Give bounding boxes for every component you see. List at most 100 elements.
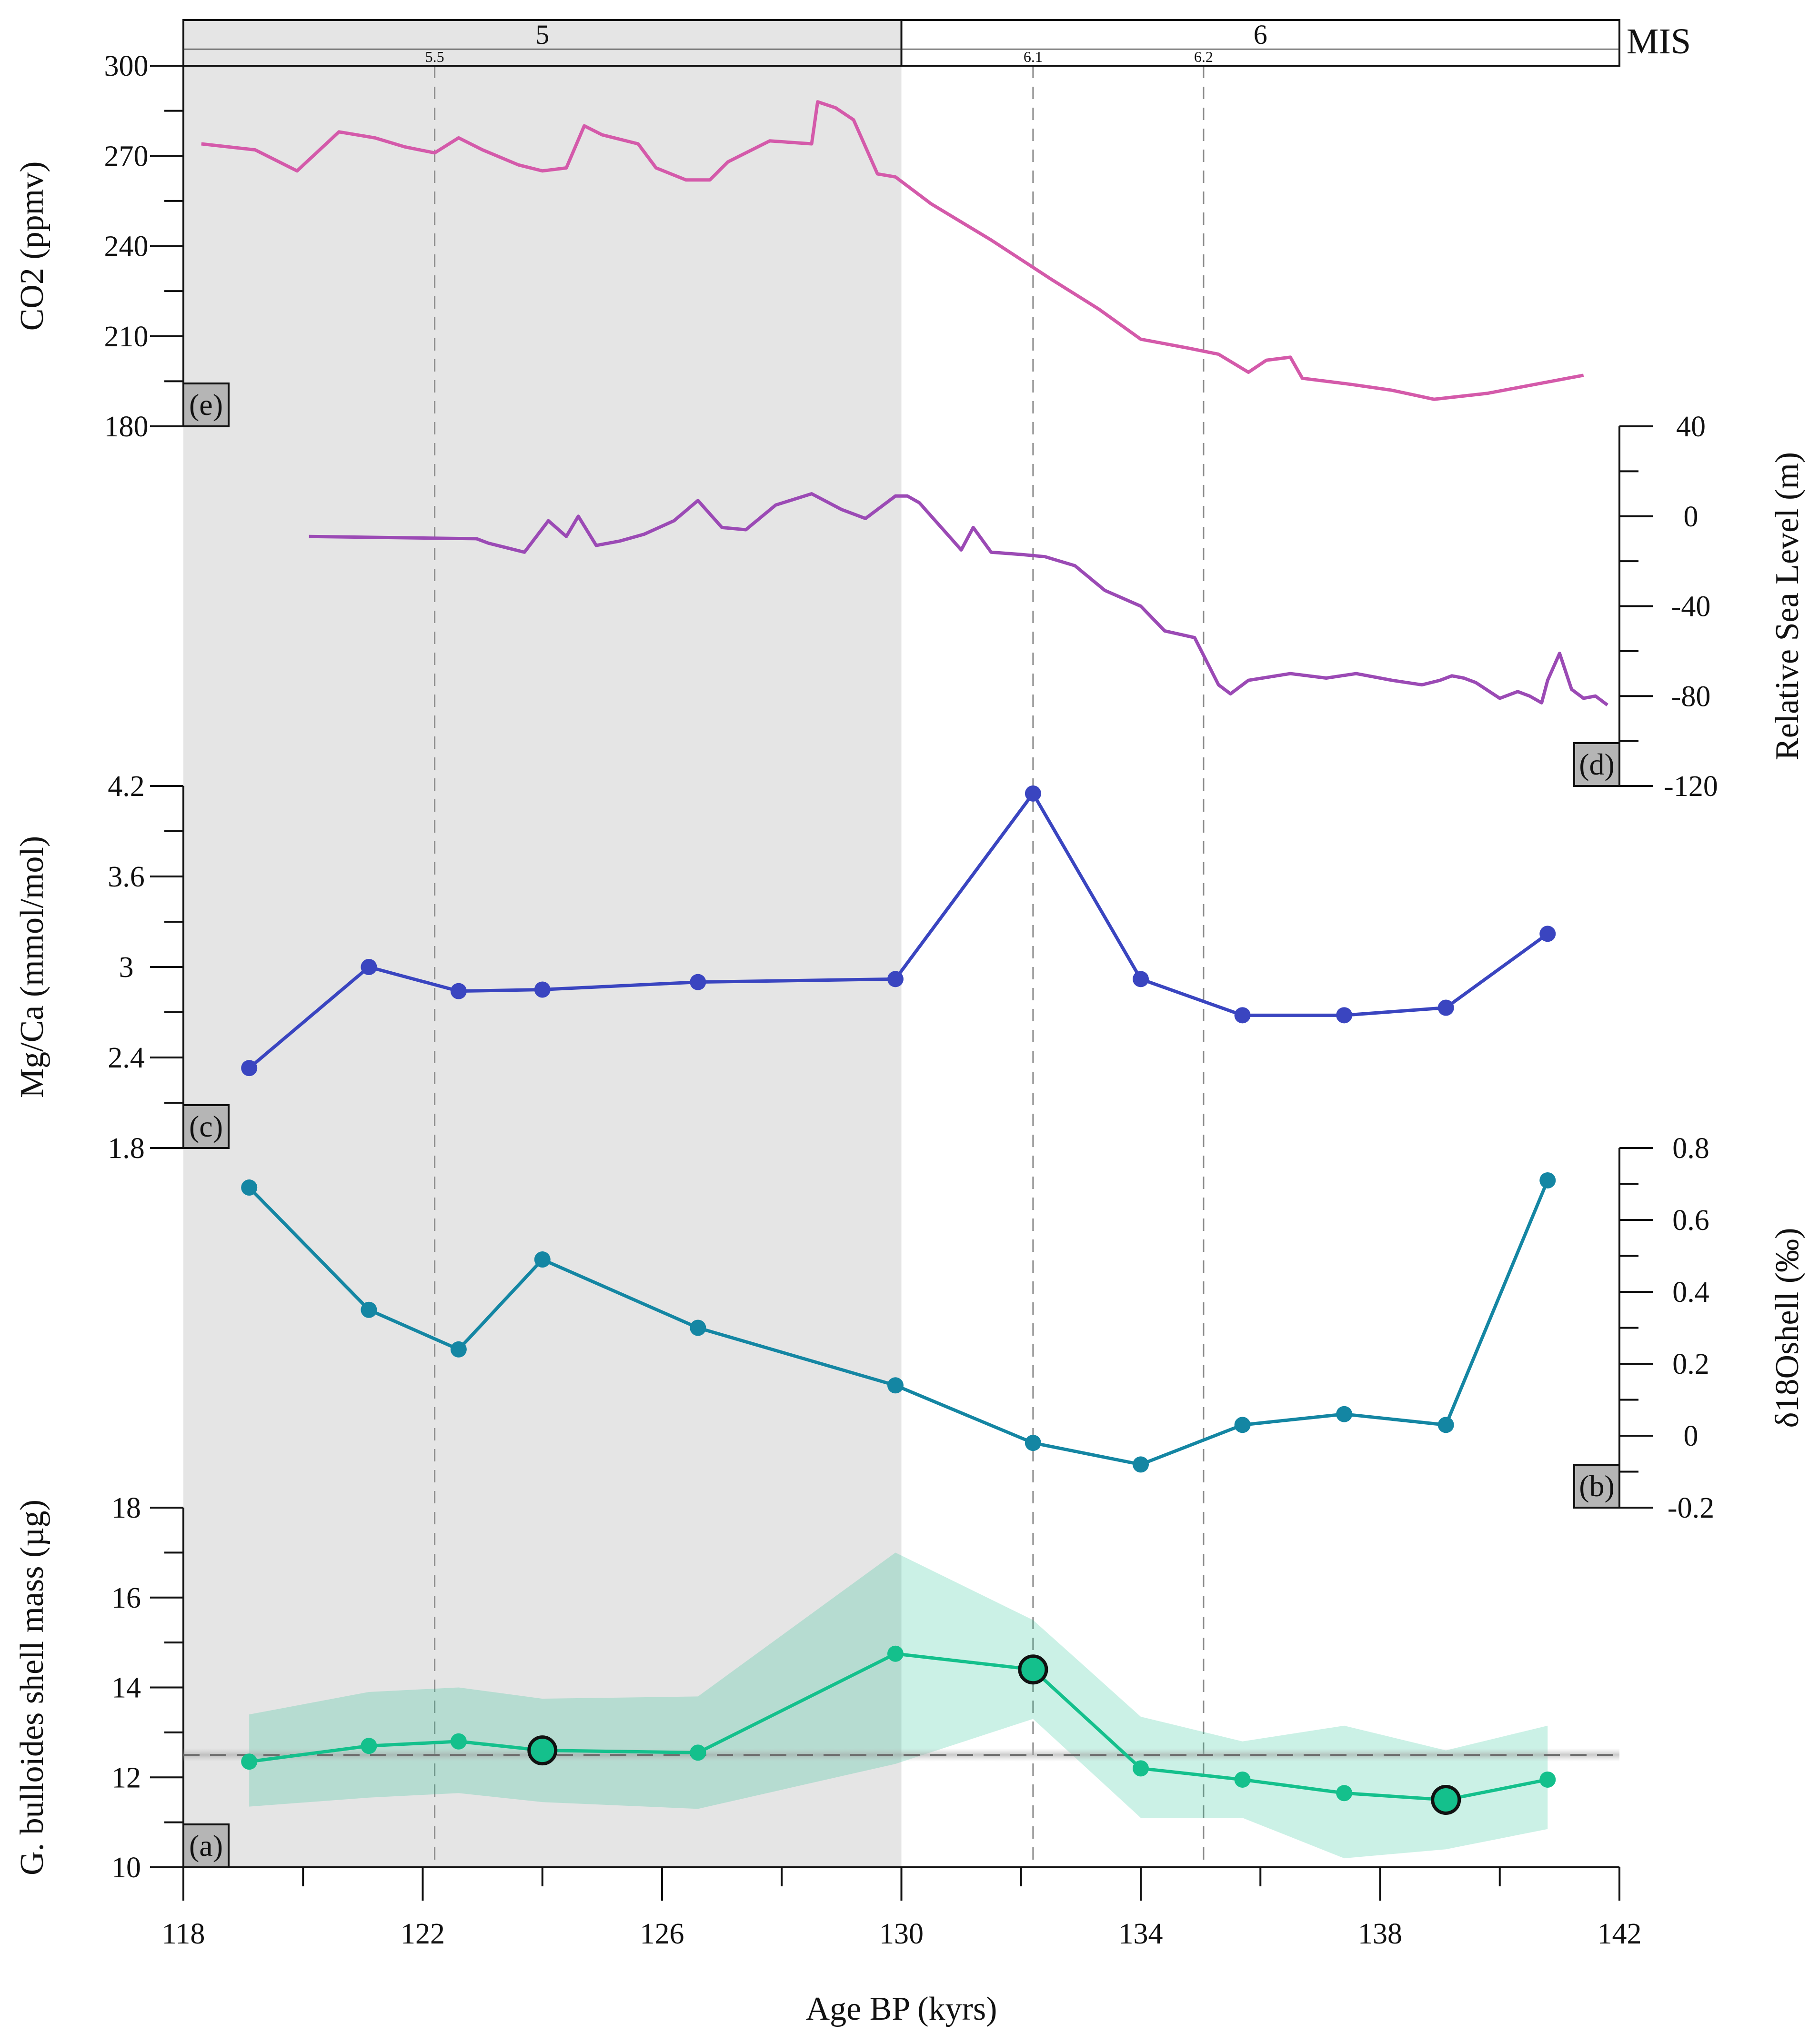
panel-c-tag-box	[182, 1104, 230, 1149]
panel-b: -0.2 0 0.2 0.4 0.6 0.8 δ18Oshell (‰) (b)	[241, 1132, 1806, 1524]
panel-a-y-title: G. bulloides shell mass (µg)	[14, 1500, 50, 1875]
panel-e: 180 210 240 270 300 CO2 (ppmv) (e)	[14, 50, 1584, 443]
panel-c-tick-label: 4.2	[108, 770, 145, 803]
panel-c-data-point	[1025, 785, 1041, 802]
panel-b-data-point	[1539, 1172, 1556, 1188]
x-tick-label: 118	[162, 1918, 205, 1950]
panel-b-tag: (b)	[1579, 1469, 1615, 1503]
panel-b-data-point	[1336, 1406, 1353, 1422]
x-tick-label: 138	[1358, 1918, 1402, 1950]
panel-b-tick-label: 0.4	[1672, 1276, 1709, 1309]
panel-a-tick-label: 10	[111, 1852, 141, 1884]
panel-c-tag: (c)	[189, 1109, 223, 1143]
panel-a-data-point	[887, 1645, 904, 1662]
mis-stage-box-6	[900, 19, 1620, 67]
panel-a-data-point	[1336, 1785, 1353, 1802]
panel-c-tick-label: 3	[119, 951, 134, 984]
panel-a-tick-label: 14	[111, 1672, 141, 1704]
panel-c-data-point	[1539, 926, 1556, 942]
panel-a-data-point	[450, 1733, 467, 1750]
panel-c-data-point	[361, 959, 377, 975]
panel-a-reference-glow	[183, 1748, 1619, 1762]
panel-c-data-point	[690, 974, 706, 990]
panel-c-data-point	[450, 983, 467, 999]
panel-e-series-line	[201, 100, 1584, 401]
panel-b-data-point	[690, 1319, 706, 1336]
x-tick-label: 126	[640, 1918, 684, 1950]
panel-a-highlight-point	[1018, 1654, 1048, 1685]
panel-c-tick-label: 3.6	[108, 861, 145, 893]
panel-c-data-point	[1437, 999, 1454, 1016]
panel-b-data-point	[1437, 1417, 1454, 1433]
panel-a-tick-label: 18	[111, 1492, 141, 1524]
panel-e-tick-label: 180	[104, 411, 149, 443]
panel-a-tag-box	[182, 1823, 230, 1868]
x-tick-label: 134	[1119, 1918, 1163, 1950]
panel-a-data-point	[241, 1753, 258, 1770]
panel-b-data-point	[887, 1377, 904, 1394]
panel-a-data-point	[690, 1744, 706, 1761]
panel-e-tag: (e)	[189, 388, 223, 422]
panel-c-data-point	[534, 981, 551, 998]
mis-stage-bar: 5 6 5.5 6.1 6.2 MIS	[182, 19, 1691, 67]
panel-c-y-title: Mg/Ca (mmol/mol)	[14, 836, 50, 1098]
panel-d-tick-label: 40	[1676, 411, 1706, 443]
panel-c: 1.8 2.4 3 3.6 4.2 Mg/Ca (mmol/mol) (c)	[14, 770, 1556, 1165]
mis5-shaded-region	[183, 66, 902, 1867]
panel-d-series-line	[309, 492, 1608, 706]
panel-a-tick-label: 12	[111, 1762, 141, 1794]
panel-c-series-line	[248, 792, 1549, 1069]
panel-a-data-point	[1539, 1771, 1556, 1788]
panel-a: 10 12 14 16 18 G. bulloides shell mass (µg) (a…	[14, 1492, 1619, 1884]
panel-c-tick-label: 1.8	[108, 1132, 145, 1165]
mis-stage-label-5: 5	[535, 19, 549, 50]
panel-a-tag: (a)	[189, 1829, 223, 1863]
panel-b-tick-label: 0.2	[1672, 1348, 1709, 1380]
panel-b-tick-label: 0.6	[1672, 1204, 1709, 1237]
panel-c-data-point	[1234, 1007, 1251, 1024]
panel-d-tick-label: -80	[1671, 680, 1711, 713]
x-tick-label: 130	[879, 1918, 924, 1950]
panel-e-tick-label: 240	[104, 231, 149, 263]
panel-c-data-point	[1133, 971, 1149, 987]
substage-guide-lines	[434, 66, 1205, 1867]
panel-b-tick-label: 0.8	[1672, 1132, 1709, 1165]
panel-e-tick-label: 270	[104, 140, 149, 172]
x-axis-title: Age BP (kyrs)	[806, 1991, 997, 2027]
panel-b-series-line	[248, 1179, 1549, 1466]
panel-b-data-point	[1025, 1435, 1041, 1451]
panel-b-tick-label: -0.2	[1668, 1492, 1714, 1524]
panel-d-tick-label: 0	[1684, 501, 1698, 533]
panel-d-tick-label: -40	[1671, 591, 1711, 623]
panel-b-data-point	[361, 1301, 377, 1318]
panel-b-data-point	[1234, 1417, 1251, 1433]
mis-stage-label-6: 6	[1254, 19, 1267, 50]
panel-a-uncertainty-band	[249, 1552, 1548, 1859]
mis-substage-label-6-1: 6.1	[1024, 48, 1043, 65]
x-axis: 118 122 126 130 134 138 142 Age BP (kyrs)	[162, 1866, 1642, 2027]
panel-a-data-point	[1234, 1771, 1251, 1788]
mis-title: MIS	[1627, 21, 1691, 61]
panel-c-data-point	[241, 1060, 258, 1077]
panel-d: -120 -80 -40 0 40 Relative Sea Level (m) (d)	[309, 411, 1806, 803]
x-tick-label: 122	[401, 1918, 445, 1950]
panel-a-tick-label: 16	[111, 1582, 141, 1614]
panel-a-data-point	[361, 1738, 377, 1754]
panel-b-y-title: δ18Oshell (‰)	[1769, 1228, 1806, 1428]
mis-substage-label-6-2: 6.2	[1194, 48, 1213, 65]
panel-e-tag-box	[182, 383, 230, 427]
panel-a-highlight-point	[1431, 1784, 1461, 1815]
panel-b-data-point	[450, 1341, 467, 1358]
panel-b-data-point	[1133, 1456, 1149, 1473]
panel-e-y-title: CO2 (ppmv)	[14, 161, 50, 331]
panel-a-series-line	[249, 1652, 1548, 1802]
panel-c-data-point	[1336, 1007, 1353, 1024]
panel-c-data-point	[887, 971, 904, 987]
panel-e-tick-label: 210	[104, 321, 149, 353]
panel-b-data-point	[241, 1179, 258, 1196]
panel-d-tag: (d)	[1579, 747, 1615, 781]
panel-b-data-point	[534, 1251, 551, 1268]
x-tick-label: 142	[1598, 1918, 1642, 1950]
